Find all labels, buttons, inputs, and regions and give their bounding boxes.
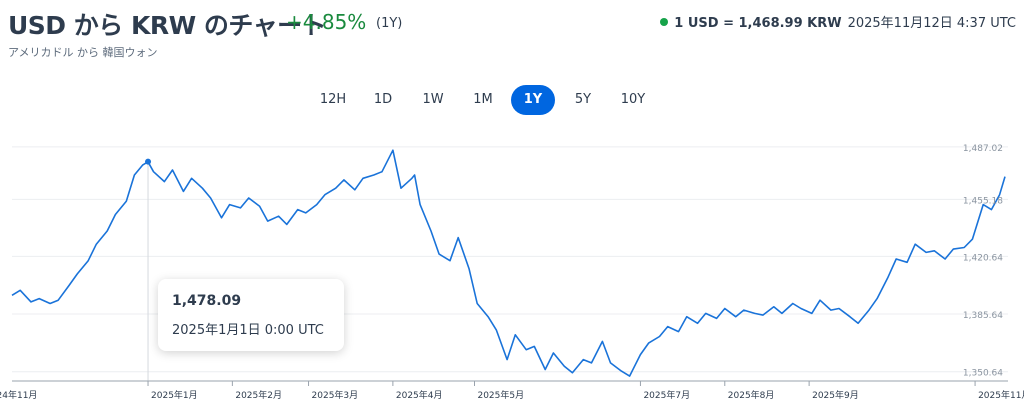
x-tick-label: 2025年9月 [812,389,859,401]
highlight-point [145,158,152,165]
y-tick-label: 1,455.18 [963,196,1003,206]
tooltip-value: 1,478.09 [172,293,242,309]
x-tick-label: 2025年3月 [312,389,359,401]
series-line [11,149,1006,377]
chart-tooltip: 1,478.09 2025年1月1日 0:00 UTC [158,279,344,351]
current-rate: 1 USD = 1,468.99 KRW [674,16,842,31]
tab-12h[interactable]: 12H [319,92,347,107]
rate-timestamp: 2025年11月12日 4:37 UTC [847,16,1016,31]
x-tick-label: 2025年2月 [235,389,282,401]
y-tick-label: 1,350.64 [963,369,1003,379]
x-tick-label: 2025年5月 [477,389,524,401]
change-period: (1Y) [376,16,403,31]
tab-1m[interactable]: 1M [473,92,493,107]
x-tick-label: 2025年1月 [151,389,198,401]
tab-5y[interactable]: 5Y [574,92,592,107]
live-status-dot-icon [660,18,669,26]
x-tick-label: 2024年11月 [0,389,37,401]
page-title: USD から KRW のチャート [8,11,327,40]
y-tick-label: 1,385.64 [963,311,1003,321]
y-tick-label: 1,420.64 [963,253,1003,263]
x-tick-label: 2025年8月 [728,389,775,401]
rate-info: 1 USD = 1,468.99 KRW 2025年11月12日 4:37 UTC [660,12,1016,31]
tooltip-date: 2025年1月1日 0:00 UTC [172,323,324,338]
tab-1d[interactable]: 1D [373,92,393,107]
tab-1w[interactable]: 1W [422,92,444,107]
currency-subtitle: アメリカドル から 韓国ウォン [8,46,158,59]
tab-10y[interactable]: 10Y [620,92,646,107]
tab-1y[interactable]: 1Y [511,85,555,115]
x-tick-label: 2025年11月 [978,389,1024,401]
x-tick-label: 2025年4月 [396,389,443,401]
y-tick-label: 1,487.02 [963,144,1003,154]
header: USD から KRW のチャート +4.85% (1Y) 1 USD = 1,4… [8,6,1016,40]
percent-change: +4.85% [286,10,367,34]
x-tick-label: 2025年7月 [643,389,690,401]
